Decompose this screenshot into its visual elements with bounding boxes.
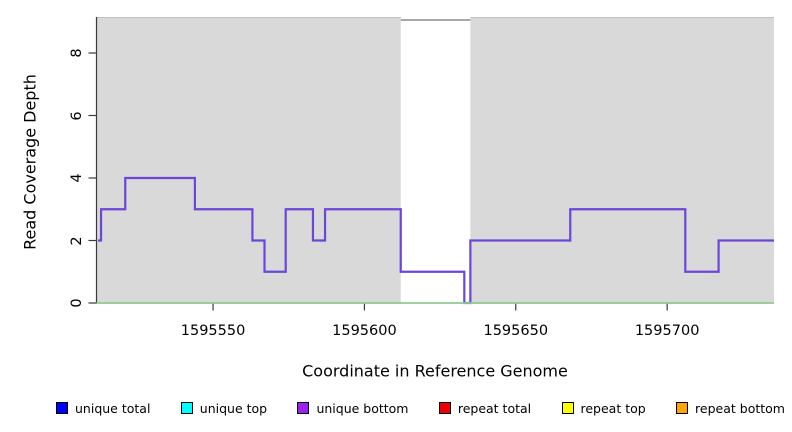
y-tick-label: 0 [69, 298, 85, 308]
legend-swatch-repeat-total [438, 402, 451, 414]
y-tick-label: 2 [69, 235, 85, 246]
legend-item-label: repeat top [580, 400, 646, 416]
x-tick-label: 1595700 [634, 323, 700, 339]
y-tick-label: 8 [69, 48, 85, 58]
legend-item-label: repeat total [457, 400, 532, 416]
x-axis-title: Coordinate in Reference Genome [302, 361, 568, 381]
legend-item: repeat top [561, 400, 646, 416]
shaded-region [96, 17, 401, 303]
y-tick-label: 4 [69, 173, 85, 183]
x-tick-label: 1595650 [483, 323, 549, 339]
legend-item: repeat bottom [676, 401, 785, 416]
legend-item-label: unique total [75, 400, 151, 416]
x-tick-label: 1595550 [180, 323, 246, 339]
legend-swatch-repeat-bottom [676, 402, 689, 414]
shaded-region [470, 17, 774, 303]
legend-item: repeat total [438, 400, 532, 416]
legend-item: unique bottom [297, 400, 409, 416]
legend-item-label: unique top [199, 400, 268, 416]
legend-item-label: repeat bottom [695, 400, 785, 416]
legend-item-label: unique bottom [316, 400, 409, 416]
legend-item: unique top [180, 400, 268, 416]
legend-swatch-unique-total [56, 402, 68, 414]
legend: unique total unique top unique bottom repea… [56, 399, 785, 417]
legend-item: unique total [56, 401, 150, 416]
legend-swatch-repeat-top [561, 402, 574, 414]
legend-swatch-unique-top [180, 402, 193, 414]
legend-swatch-unique-bottom [297, 402, 310, 414]
y-tick-label: 6 [69, 110, 85, 121]
x-tick-label: 1595600 [332, 323, 397, 339]
y-axis-title: Read Coverage Depth [20, 74, 40, 250]
coverage-step-line [98, 176, 774, 305]
